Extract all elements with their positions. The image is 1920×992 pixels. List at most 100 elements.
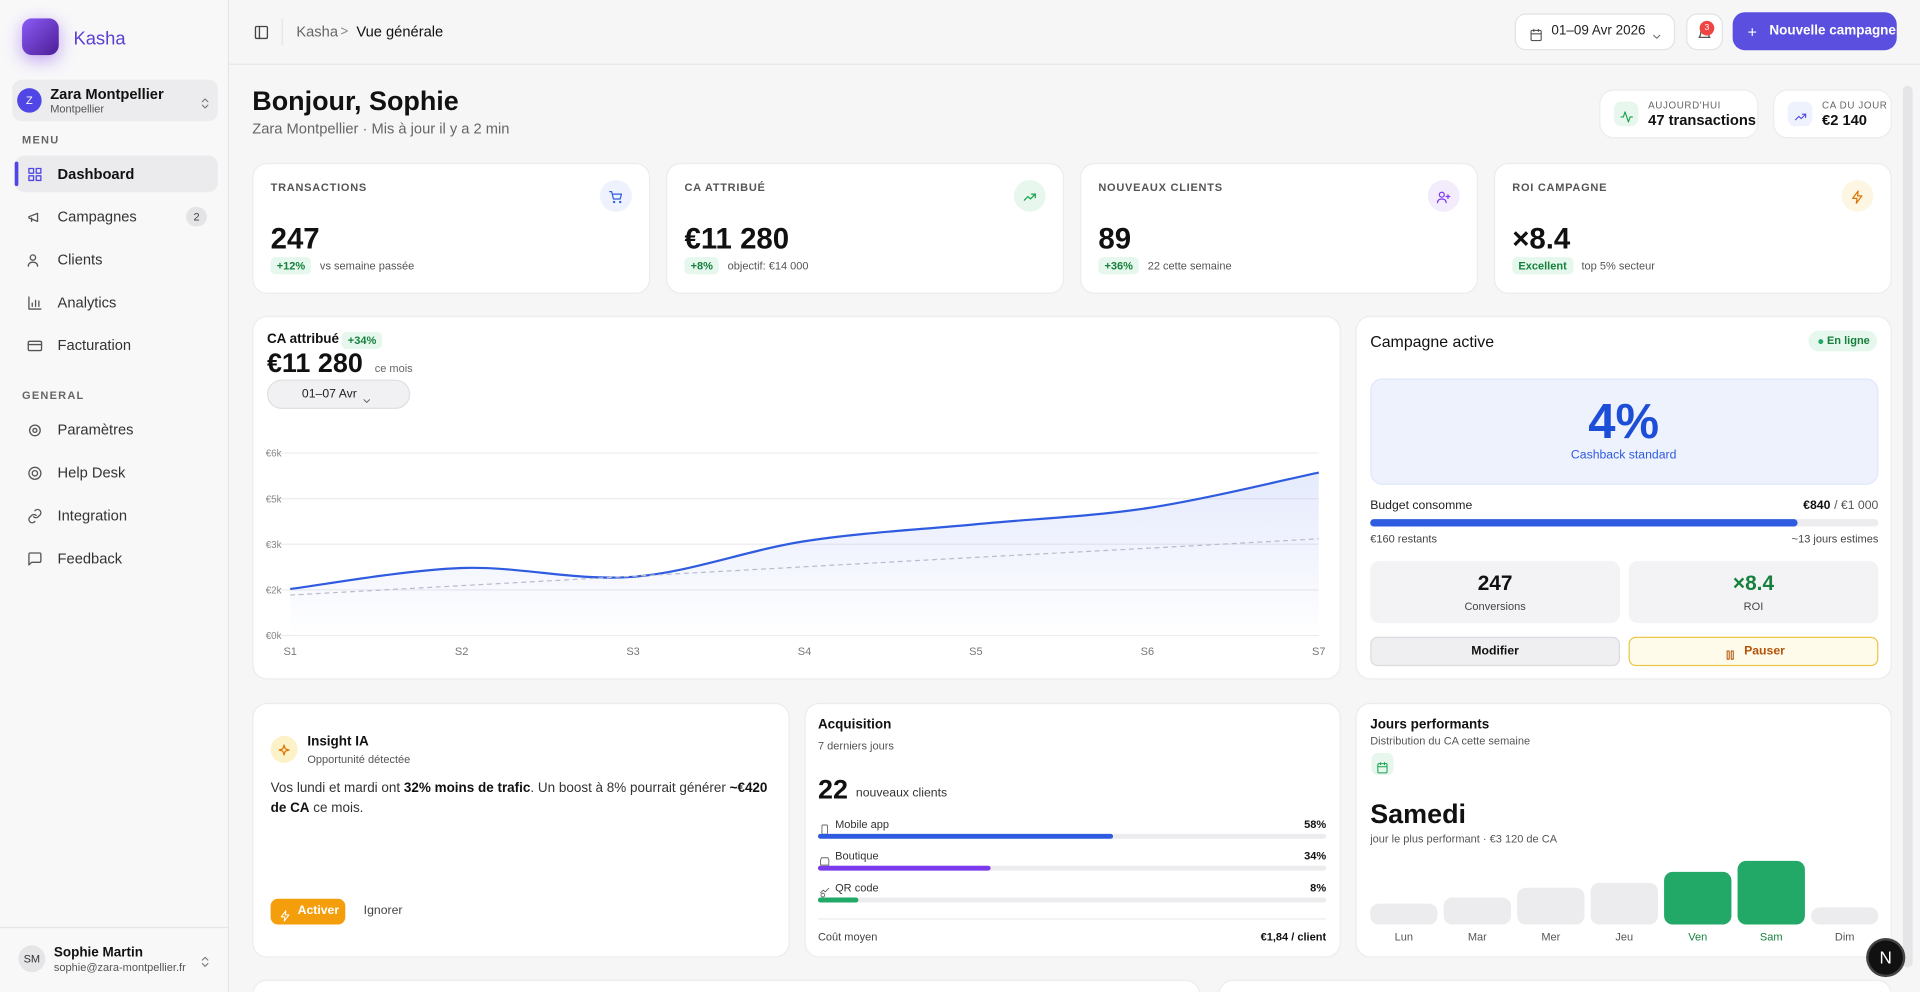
budget-total: / €1 000	[1834, 498, 1879, 513]
budget-eta: ~13 jours estimes	[1791, 532, 1879, 545]
icon	[361, 390, 372, 403]
icon	[1724, 645, 1736, 660]
activate-button[interactable]	[270, 898, 346, 925]
stat-label: ROI	[1743, 600, 1764, 613]
workspace-switcher[interactable]	[12, 79, 218, 122]
insight-text: Vos lundi et mardi ont 32% moins de traf…	[271, 779, 775, 818]
icon	[253, 24, 269, 40]
icon-graphic	[1852, 190, 1863, 204]
new-campaign-button[interactable]	[1732, 12, 1897, 51]
icon	[26, 465, 42, 481]
badge	[186, 206, 207, 227]
icon	[26, 550, 42, 566]
kpi-footer: +36% 22 cette semaine	[1098, 257, 1232, 275]
icon	[26, 294, 42, 310]
icon	[1436, 189, 1451, 204]
kpi-delta: +12%	[270, 257, 312, 275]
icon	[26, 337, 42, 353]
dev-indicator[interactable]	[1868, 940, 1903, 975]
badge-count: 2	[193, 210, 200, 223]
icon	[279, 906, 291, 922]
channel-share: 34%	[1304, 849, 1327, 863]
kpi-label: TRANSACTIONS	[270, 181, 367, 194]
icon	[198, 952, 211, 967]
kpi-card	[666, 162, 1065, 294]
icon	[198, 94, 211, 108]
period-filter[interactable]	[266, 379, 411, 409]
insight-text-part: ~€420 de CA	[270, 781, 768, 816]
day-label: Jeu	[1615, 930, 1634, 943]
icon-graphic	[1529, 28, 1542, 41]
kpi-delta: +36%	[1098, 257, 1140, 275]
budget-remaining: €160 restants	[1370, 532, 1437, 545]
nav-item[interactable]	[15, 241, 218, 278]
divider	[0, 926, 229, 929]
day-label: Lun	[1394, 930, 1414, 943]
stat-box	[1370, 560, 1621, 624]
day-bar	[1517, 887, 1585, 925]
kpi-card	[252, 162, 651, 294]
logo	[22, 18, 59, 56]
cta-icon: +	[1747, 22, 1757, 42]
stat-value: ×8.4	[1732, 571, 1775, 596]
acquisition-card	[804, 702, 1341, 958]
section-title: GENERAL	[22, 389, 85, 402]
date-picker[interactable]	[1514, 13, 1676, 51]
cta-label: Nouvelle campagne	[1769, 23, 1896, 38]
day-label: Mer	[1541, 930, 1561, 943]
pause-button[interactable]	[1628, 636, 1879, 667]
nav-label: Clients	[57, 251, 103, 269]
insight-text-part: ce mois.	[309, 800, 364, 816]
breadcrumb: Kasha	[296, 23, 338, 41]
greeting-subtitle: Zara Montpellier · Mis à jour il y a 2 m…	[252, 120, 510, 138]
campaign-card	[1355, 315, 1892, 680]
divider	[817, 918, 1327, 920]
budget-label: Budget consomme	[1370, 498, 1473, 513]
day-bar	[1664, 871, 1732, 925]
filter-label: 01–07 Avr	[301, 387, 357, 402]
channel-name: Boutique	[835, 849, 879, 863]
edit-button[interactable]	[1370, 636, 1621, 667]
icon-graphic	[201, 97, 208, 108]
channel-track	[817, 897, 1327, 903]
greeting: Bonjour, Sophie	[252, 85, 459, 117]
kpi-footer: +8% objectif: €14 000	[684, 257, 809, 275]
date-range: 01–09 Avr 2026	[1551, 23, 1646, 38]
kpi-footer: +12% vs semaine passée	[270, 257, 414, 275]
avatar-letter: Z	[26, 94, 33, 107]
budget-spent: €840	[1803, 498, 1831, 513]
icon-graphic	[1726, 650, 1734, 660]
status: En ligne	[1826, 334, 1870, 347]
icon-bg	[1613, 101, 1639, 127]
nav-label: Dashboard	[57, 165, 135, 183]
acquisition-title: Acquisition	[817, 717, 892, 733]
insight-text-part: Vos lundi et mardi ont	[270, 781, 404, 796]
quick-stat-label: CA DU JOUR	[1822, 99, 1888, 111]
icon-graphic	[819, 887, 829, 897]
icon-graphic	[28, 423, 41, 436]
acquisition-subtitle: 7 derniers jours	[817, 739, 894, 752]
icon-graphic	[27, 167, 41, 181]
notification-badge	[1699, 20, 1715, 36]
ignore-button[interactable]: Ignorer	[363, 904, 403, 918]
icon-graphic	[1653, 34, 1661, 39]
card	[252, 979, 1201, 992]
chart-card	[252, 315, 1341, 680]
sidebar	[0, 0, 229, 992]
breadcrumb-current: Vue générale	[356, 23, 444, 41]
icon-graphic	[254, 25, 268, 39]
best-day: Samedi	[1370, 798, 1467, 829]
activate-label: Activer	[297, 904, 340, 918]
status-dot	[1818, 339, 1824, 345]
kpi-label: ROI CAMPAGNE	[1512, 181, 1608, 194]
edit-label: Modifier	[1471, 644, 1519, 659]
channel-share: 8%	[1310, 881, 1327, 894]
icon-graphic	[1377, 762, 1388, 774]
insight-subtitle: Opportunité détectée	[307, 753, 411, 766]
chart-total: €11 280	[266, 347, 363, 379]
nav-item[interactable]	[14, 155, 218, 193]
day-label: Sam	[1759, 930, 1783, 943]
acquisition-count: 22	[817, 773, 848, 805]
icon	[1651, 27, 1663, 39]
